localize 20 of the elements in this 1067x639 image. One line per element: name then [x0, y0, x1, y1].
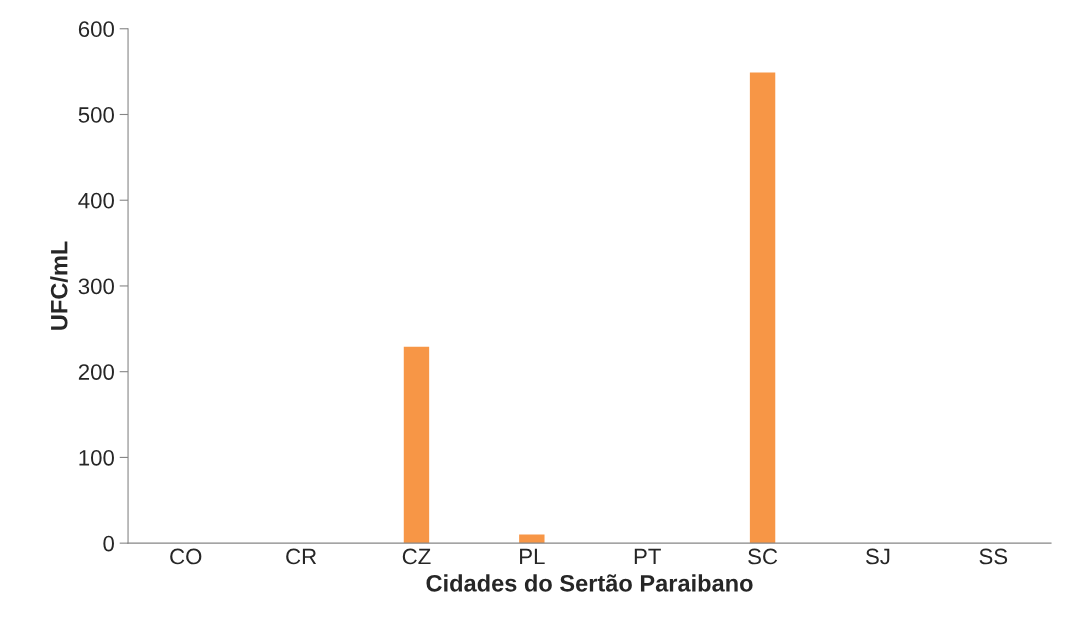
- x-tick-label: CO: [170, 548, 202, 565]
- y-tick-label: 500: [78, 107, 114, 123]
- x-tick-label: SJ: [865, 548, 890, 565]
- y-tick-label: 300: [78, 278, 114, 295]
- bar: [749, 72, 776, 544]
- x-tick-label: PL: [520, 548, 545, 565]
- x-axis-title: Cidades do Sertão Paraibano: [426, 574, 753, 592]
- x-tick-label: CZ: [402, 548, 431, 565]
- y-tick-label: 200: [78, 364, 114, 380]
- x-tick-label: PT: [634, 548, 661, 565]
- y-tick-label: 600: [78, 21, 114, 38]
- y-tick-label: 0: [103, 535, 114, 552]
- x-tick-label: SS: [979, 548, 1008, 565]
- x-tick-label: CR: [286, 548, 317, 565]
- y-axis-title: UFC/mL: [50, 241, 68, 330]
- y-tick-label: 100: [79, 449, 114, 466]
- bar: [519, 534, 545, 544]
- y-tick-label: 400: [78, 192, 114, 209]
- bar: [403, 346, 430, 544]
- x-tick-label: SC: [748, 548, 778, 565]
